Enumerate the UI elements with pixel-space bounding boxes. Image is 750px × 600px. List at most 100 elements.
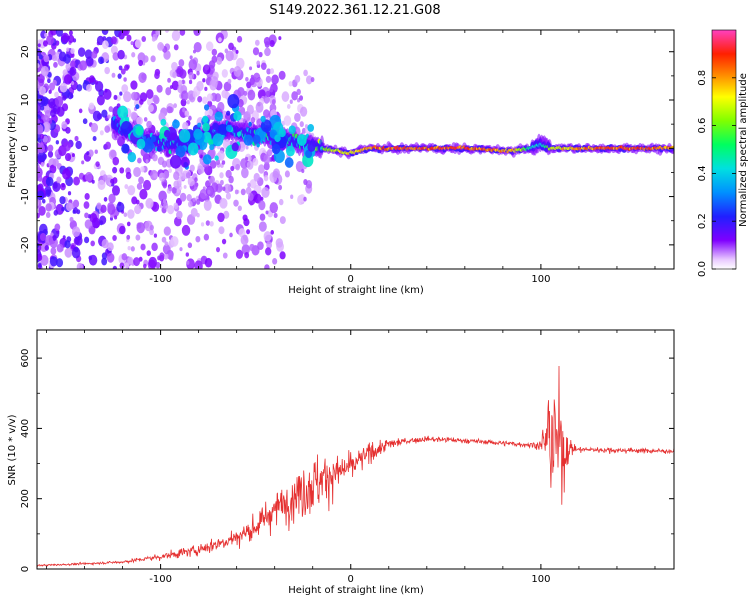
noise-blob [209,175,215,184]
noise-blob [84,219,93,229]
transition-blob [252,134,261,144]
noise-blob [70,52,75,58]
noise-blob [284,170,290,178]
y-tick-label: 0 [20,566,31,572]
noise-blob [203,233,210,241]
noise-blob [67,191,72,196]
noise-blob [204,86,208,91]
noise-blob [50,109,56,118]
noise-blob [281,91,290,102]
noise-blob [56,176,62,184]
noise-blob [118,65,123,71]
noise-blob [256,60,261,66]
noise-blob [77,47,86,57]
noise-blob [124,64,129,71]
snr-ylabel: SNR (10 * v/v) [7,414,18,485]
noise-blob [64,247,73,258]
transition-blob [231,142,239,152]
noise-blob [163,202,169,210]
transition-blob [284,157,294,168]
noise-blob [200,222,205,227]
noise-blob [62,168,71,180]
transition-blob [170,132,178,141]
noise-blob [56,258,64,268]
noise-blob [163,253,169,260]
noise-blob [47,150,54,158]
noise-blob [40,161,45,167]
noise-blob [125,171,132,180]
transition-blob [296,134,307,146]
noise-blob [163,226,171,236]
noise-blob [248,155,252,161]
transition-blob [193,128,203,140]
noise-blob [288,80,293,87]
noise-blob [127,256,134,265]
noise-blob [216,106,220,111]
colorbar-tick-label: 0.8 [697,70,708,86]
noise-blob [263,109,270,118]
noise-blob [49,256,58,267]
noise-blob [76,84,83,92]
transition-blob [260,119,272,133]
noise-blob [235,163,240,171]
noise-blob [279,251,286,260]
noise-blob [235,249,244,259]
noise-blob [236,35,243,43]
noise-blob [283,115,292,126]
noise-blob [264,41,270,48]
spectrogram-image [37,30,674,269]
x-tick-label: -100 [149,274,172,285]
noise-blob [194,177,198,183]
noise-blob [241,244,250,255]
noise-blob [252,47,260,56]
noise-blob [54,91,59,98]
noise-blob [86,84,92,92]
noise-blob [52,79,57,86]
noise-blob [73,176,81,186]
noise-blob [223,210,230,219]
noise-blob [227,78,232,84]
noise-blob [69,66,77,76]
noise-blob [258,164,265,174]
noise-blob [155,30,161,36]
transition-blob [226,110,231,116]
noise-blob [270,230,275,235]
transition-blob [178,129,191,143]
noise-blob [184,110,189,116]
noise-blob [303,179,308,186]
transition-blob [227,93,240,109]
noise-blob [134,204,142,215]
transition-blob [150,135,157,143]
snr-xlabel: Height of straight line (km) [288,585,424,596]
transition-blob [160,118,167,126]
noise-blob [265,75,272,83]
noise-blob [37,48,42,57]
noise-blob [286,103,291,110]
noise-blob [87,149,94,157]
noise-blob [133,257,141,267]
noise-blob [135,234,141,241]
x-tick-label: 100 [531,274,550,285]
transition-blob [117,105,129,119]
noise-blob [260,196,264,201]
transition-blob [202,115,209,123]
transition-blob [202,122,210,132]
noise-blob [194,260,203,269]
noise-blob [209,79,218,91]
transition-blob [225,124,232,132]
noise-blob [179,192,187,202]
noise-blob [275,238,284,248]
noise-blob [259,213,266,221]
transition-blob [274,134,281,143]
noise-blob [53,61,58,68]
noise-blob [39,232,47,242]
noise-blob [192,91,198,98]
noise-blob [211,55,218,63]
noise-blob [264,47,271,57]
noise-blob [221,69,228,78]
noise-blob [92,136,97,142]
noise-blob [139,188,148,200]
noise-blob [173,180,180,189]
noise-blob [156,84,163,93]
